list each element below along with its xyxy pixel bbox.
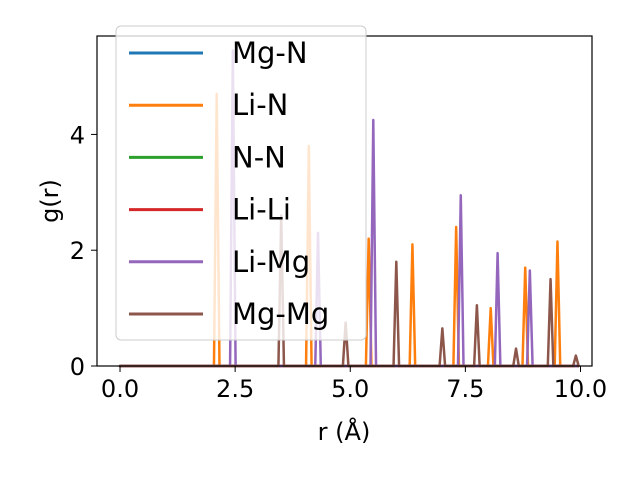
x-axis-label: r (Å) xyxy=(318,417,371,446)
legend-label-mg-n: Mg-N xyxy=(232,36,308,70)
x-axis-ticks: 0.0 2.5 5.0 7.5 10.0 xyxy=(101,366,607,403)
y-tick-label: 2 xyxy=(70,237,85,265)
y-axis-ticks: 0 2 4 xyxy=(70,121,97,381)
x-tick-label: 7.5 xyxy=(446,375,484,403)
x-tick-label: 10.0 xyxy=(554,375,607,403)
x-tick-label: 2.5 xyxy=(216,375,254,403)
legend-label-li-li: Li-Li xyxy=(232,193,291,227)
y-tick-label: 0 xyxy=(70,353,85,381)
legend: Mg-N Li-N N-N Li-Li Li-Mg Mg-Mg xyxy=(115,25,367,341)
x-tick-label: 5.0 xyxy=(331,375,369,403)
y-tick-label: 4 xyxy=(70,121,85,149)
x-tick-label: 0.0 xyxy=(101,375,139,403)
y-axis-label: g(r) xyxy=(36,179,64,223)
legend-label-li-n: Li-N xyxy=(232,88,288,122)
legend-box xyxy=(115,25,367,341)
legend-label-n-n: N-N xyxy=(232,140,286,174)
legend-label-li-mg: Li-Mg xyxy=(232,245,310,279)
legend-label-mg-mg: Mg-Mg xyxy=(232,297,329,331)
